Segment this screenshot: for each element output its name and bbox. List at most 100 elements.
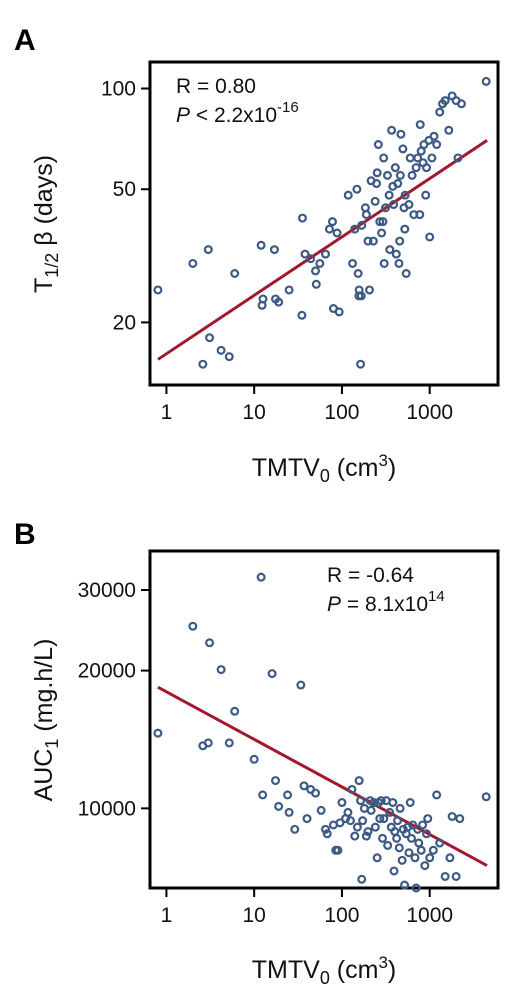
data-point-a-16 [297, 213, 307, 223]
data-point-b-37 [356, 796, 366, 806]
data-point-a-7 [230, 268, 240, 278]
data-point-a-8 [256, 240, 266, 250]
data-point-b-72 [408, 820, 418, 830]
data-point-a-76 [411, 163, 421, 173]
regression-line-b [157, 685, 488, 867]
stat-p-exp-a: -16 [277, 99, 299, 116]
data-point-b-69 [404, 848, 414, 858]
data-point-b-31 [343, 807, 353, 817]
data-point-b-58 [389, 866, 399, 876]
data-point-b-33 [347, 784, 357, 794]
data-point-a-93 [444, 125, 454, 135]
x-tick-label-a-0: 1 [161, 401, 173, 424]
data-point-b-29 [337, 798, 347, 808]
data-point-b-89 [451, 871, 461, 881]
data-point-b-83 [428, 845, 438, 855]
data-point-b-42 [363, 827, 373, 837]
data-point-b-50 [376, 796, 386, 806]
data-point-a-35 [356, 359, 366, 369]
x-tick-label-a-1: 10 [243, 401, 266, 424]
data-point-a-96 [453, 153, 463, 163]
data-point-b-18 [299, 781, 309, 791]
stat-p-label-a: P [176, 104, 190, 127]
data-point-a-50 [378, 217, 388, 227]
data-point-a-14 [284, 285, 294, 295]
data-point-a-98 [481, 76, 491, 86]
data-point-a-74 [407, 170, 417, 180]
data-point-a-44 [370, 196, 380, 206]
data-point-b-88 [447, 812, 457, 822]
data-point-a-13 [274, 297, 284, 307]
svg-text:P < 2.2x10-16: P < 2.2x10-16 [176, 99, 299, 127]
plot-frame-a [148, 60, 500, 387]
data-point-b-23 [321, 824, 331, 834]
data-point-a-71 [401, 268, 411, 278]
plot-frame-b [148, 549, 500, 890]
data-point-a-39 [361, 210, 371, 220]
data-point-b-64 [397, 855, 407, 865]
data-point-b-28 [335, 818, 345, 828]
y-tick-label-b-1: 20000 [78, 660, 136, 683]
data-point-b-22 [316, 805, 326, 815]
data-point-b-51 [378, 833, 388, 843]
data-point-b-38 [357, 874, 367, 884]
data-point-b-74 [411, 883, 421, 893]
data-point-b-90 [455, 814, 465, 824]
y-tick-label-a-0: 20 [113, 311, 136, 334]
data-point-a-62 [393, 179, 403, 189]
data-point-a-5 [216, 345, 226, 355]
data-point-b-36 [354, 776, 364, 786]
data-point-b-12 [271, 776, 281, 786]
data-point-a-19 [311, 266, 321, 276]
data-point-b-46 [370, 822, 380, 832]
data-point-b-3 [203, 738, 213, 748]
data-point-a-15 [297, 310, 307, 320]
data-point-a-53 [381, 203, 391, 213]
data-point-a-0 [153, 285, 163, 295]
data-point-a-3 [203, 245, 213, 255]
x-axis-title-b: TMTV0 (cm3) [252, 953, 396, 988]
data-point-a-36 [356, 291, 366, 301]
data-point-b-1 [188, 621, 198, 631]
data-point-b-80 [422, 829, 432, 839]
data-point-b-6 [224, 738, 234, 748]
data-point-a-56 [385, 245, 395, 255]
data-point-a-87 [427, 153, 437, 163]
data-point-a-55 [384, 190, 394, 200]
data-point-a-97 [456, 99, 466, 109]
data-point-b-47 [372, 853, 382, 863]
data-point-a-26 [332, 228, 342, 238]
data-point-b-39 [358, 816, 368, 826]
data-point-a-47 [373, 140, 383, 150]
data-point-b-86 [440, 871, 450, 881]
data-point-a-4 [205, 333, 215, 343]
data-point-a-57 [387, 125, 397, 135]
data-point-b-15 [284, 807, 294, 817]
data-point-a-45 [372, 179, 382, 189]
data-point-a-21 [315, 258, 325, 268]
data-point-a-77 [413, 153, 423, 163]
y-tick-label-a-1: 50 [113, 178, 136, 201]
data-point-a-51 [379, 153, 389, 163]
data-point-a-23 [324, 224, 334, 234]
data-point-b-7 [230, 706, 240, 716]
data-point-b-44 [366, 805, 376, 815]
data-point-a-24 [327, 217, 337, 227]
data-point-a-20 [311, 279, 321, 289]
data-point-a-17 [300, 249, 310, 259]
data-point-b-70 [405, 798, 415, 808]
data-point-b-66 [400, 880, 410, 890]
data-point-b-24 [322, 829, 332, 839]
data-point-b-60 [392, 833, 402, 843]
panel-letter-a: A [14, 24, 36, 57]
svg-text:R = 0.80: R = 0.80 [176, 75, 256, 98]
data-point-a-72 [404, 200, 414, 210]
data-point-b-84 [432, 790, 442, 800]
stats-b: R = -0.64 P = 8.1x1014 [327, 564, 445, 616]
data-point-a-30 [350, 224, 360, 234]
data-point-b-85 [435, 838, 445, 848]
data-point-a-28 [343, 190, 353, 200]
data-point-a-66 [396, 129, 406, 139]
data-point-a-84 [422, 163, 432, 173]
data-point-b-57 [388, 798, 398, 808]
